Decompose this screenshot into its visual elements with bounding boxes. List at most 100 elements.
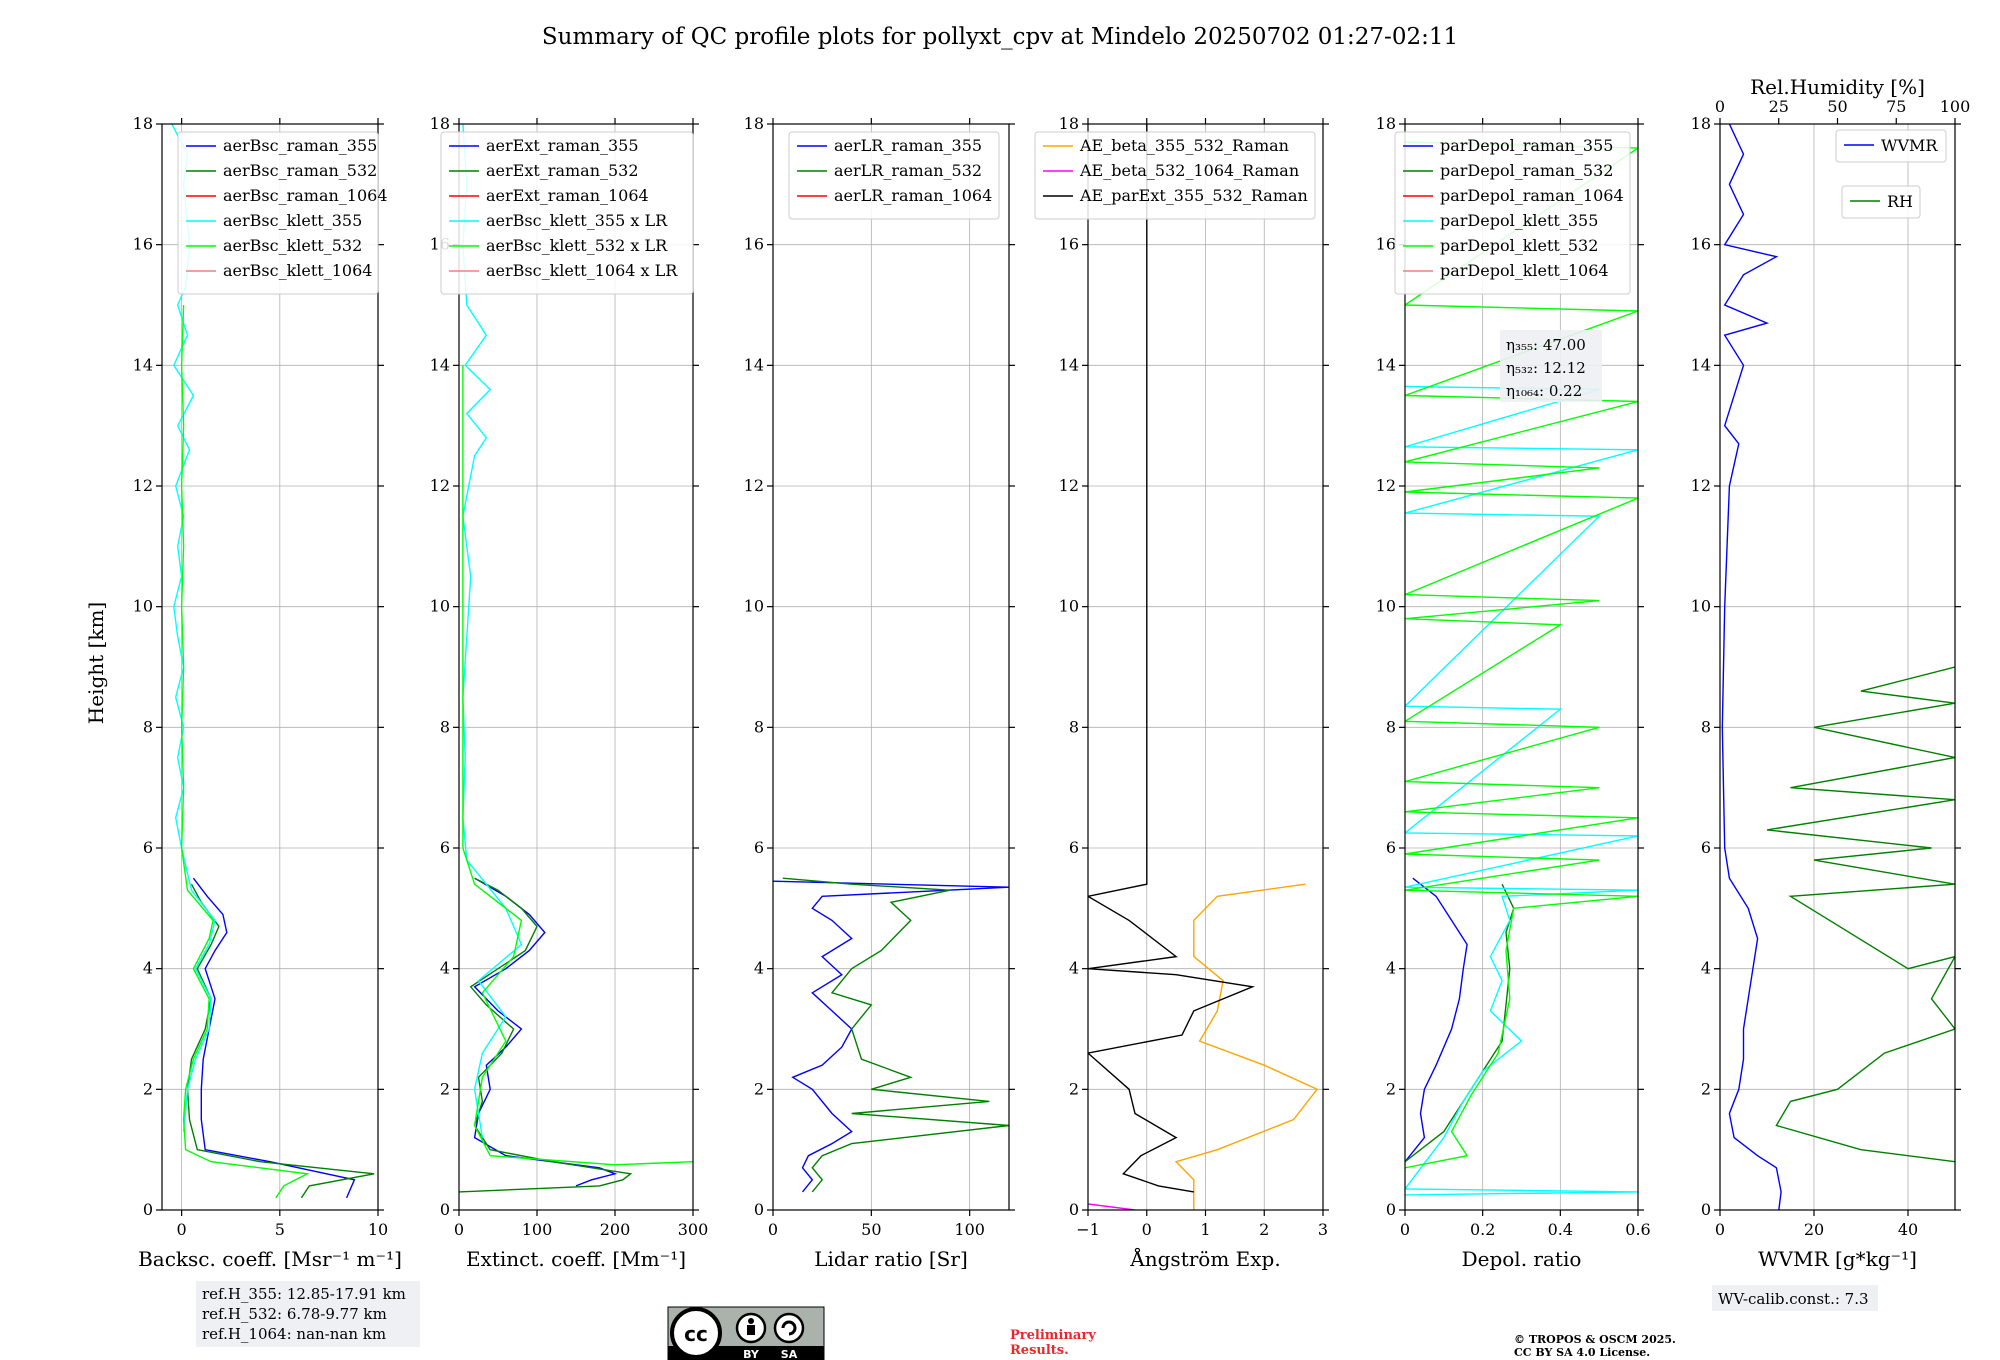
top-x-tick-label: 100: [1940, 97, 1971, 116]
axes-frame: [772, 123, 1010, 1211]
y-tick-label: 18: [430, 114, 450, 133]
y-tick-label: 18: [1691, 114, 1711, 133]
y-tick-label: 10: [1376, 597, 1396, 616]
y-tick-label: 12: [430, 476, 450, 495]
ref-height-1064: ref.H_1064: nan-nan km: [202, 1325, 386, 1343]
axes-frame: [161, 123, 379, 1211]
series-line-aerExt_raman_355: [473, 877, 618, 1187]
x-axis-label: Extinct. coeff. [Mm⁻¹]: [466, 1247, 686, 1271]
legend-box: [1394, 131, 1631, 295]
copyright-line1: © TROPOS & OSCM 2025.: [1514, 1333, 1676, 1346]
y-tick-label: 10: [744, 597, 764, 616]
y-tick-label: 4: [1701, 959, 1711, 978]
cc-icon: [670, 1307, 722, 1359]
x-tick-label: 20: [1804, 1220, 1824, 1239]
series-group: [1405, 141, 1638, 1196]
series-line-RH: [1766, 666, 1955, 1163]
series-line-parDepol_klett_355: [1405, 385, 1638, 1196]
y-tick-label: 10: [430, 597, 450, 616]
preliminary-note-line1: Preliminary: [1010, 1328, 1096, 1343]
y-tick-label: 12: [1059, 476, 1079, 495]
x-tick-label: 100: [522, 1220, 553, 1239]
legend-entry: aerBsc_klett_532 x LR: [486, 236, 668, 255]
x-tick-label: 0.2: [1470, 1220, 1495, 1239]
wv-calibration-bg: [1712, 1285, 1878, 1311]
x-axis-label: Depol. ratio: [1462, 1247, 1582, 1271]
y-tick-label: 2: [1069, 1079, 1079, 1098]
y-tick-label: 16: [744, 235, 764, 254]
wv-calibration-box: WV-calib.const.: 7.3: [1712, 1285, 1878, 1311]
x-tick-label: 0.4: [1548, 1220, 1573, 1239]
y-tick-label: 10: [1059, 597, 1079, 616]
preliminary-note-line2: Results.: [1010, 1343, 1069, 1358]
legend-entry: AE_beta_355_532_Raman: [1079, 136, 1289, 155]
x-axis-label: Backsc. coeff. [Msr⁻¹ m⁻¹]: [138, 1247, 402, 1271]
x-axis-label: Ångström Exp.: [1129, 1246, 1280, 1271]
series-line-parDepol_klett_532: [1405, 141, 1638, 1169]
ref-height-355: ref.H_355: 12.85-17.91 km: [202, 1285, 406, 1303]
series-line-aerExt_raman_532: [459, 877, 633, 1193]
legend-entry: parDepol_raman_532: [1440, 161, 1613, 180]
series-group: [773, 877, 1009, 1193]
series-line-aerBsc_raman_532: [186, 883, 375, 1199]
legend-box: [1034, 131, 1316, 220]
x-tick-label: 1: [1200, 1220, 1210, 1239]
eta-label-eta1064_label: η₁₀₆₄: 0.22: [1506, 382, 1582, 400]
depol-eta-annotation: η₃₅₅: 47.00 η₅₃₂: 12.12 η₁₀₆₄: 0.22: [1500, 330, 1602, 402]
y-tick-label: 2: [754, 1079, 764, 1098]
series-line-AE_parExt_355_532_Raman: [1088, 124, 1256, 1193]
y-tick-label: 8: [754, 717, 764, 736]
x-axis-label: WVMR [g*kg⁻¹]: [1758, 1247, 1917, 1271]
x-tick-label: 40: [1898, 1220, 1918, 1239]
axes-frame: [458, 123, 694, 1211]
y-tick-label: 16: [1059, 235, 1079, 254]
legend-entry: aerBsc_klett_355 x LR: [486, 211, 668, 230]
legend-entry: AE_parExt_355_532_Raman: [1079, 186, 1308, 205]
panel-bsc: 0 2 4 6 8 10 12 14 16 18 0 5 10 Backsc. coeff. [Msr⁻¹…: [133, 114, 402, 1271]
legend-box: [1835, 129, 1947, 163]
legend-ae: AE_beta_355_532_Raman AE_beta_532_1064_Ra…: [1034, 131, 1316, 220]
figure-title: Summary of QC profile plots for pollyxt_…: [542, 24, 1458, 50]
y-tick-label: 4: [440, 959, 450, 978]
top-x-tick-label: 75: [1886, 97, 1906, 116]
x-tick-label: 0: [177, 1220, 187, 1239]
eta-label-eta532_label: η₅₃₂: 12.12: [1506, 359, 1586, 377]
top-x-tick-label: 50: [1827, 97, 1847, 116]
series-line-aerLR_raman_355: [773, 880, 1009, 1193]
y-tick-label: 6: [1386, 838, 1396, 857]
y-tick-label: 12: [133, 476, 153, 495]
y-tick-label: 10: [133, 597, 153, 616]
y-tick-label: 0: [440, 1200, 450, 1219]
y-tick-label: 0: [1701, 1200, 1711, 1219]
series-line-aerBsc_klett_355 x LR: [462, 124, 523, 1138]
series-line-WVMR: [1721, 124, 1782, 1210]
y-tick-label: 18: [1376, 114, 1396, 133]
legend-entry: parDepol_klett_355: [1440, 211, 1598, 230]
y-tick-label: 8: [143, 717, 153, 736]
share-alike-icon: [773, 1312, 805, 1344]
legend-entry: aerBsc_klett_1064: [223, 261, 372, 280]
y-tick-label: 6: [1701, 838, 1711, 857]
legend-entry: parDepol_klett_532: [1440, 236, 1598, 255]
y-tick-label: 0: [754, 1200, 764, 1219]
legend-RH: RH: [1841, 185, 1921, 219]
legend-entry: RH: [1887, 192, 1913, 211]
y-tick-label: 0: [1386, 1200, 1396, 1219]
x-tick-label: 100: [954, 1220, 985, 1239]
legend-box: [177, 131, 379, 295]
legend-entry: AE_beta_532_1064_Raman: [1079, 161, 1299, 180]
y-tick-label: 16: [1691, 235, 1711, 254]
cc-license-badge: cc BY SA: [667, 1306, 825, 1360]
series-line-aerBsc_raman_355: [192, 877, 356, 1199]
legend-entry: aerBsc_klett_1064 x LR: [486, 261, 678, 280]
panel-depol: 0 2 4 6 8 10 12 14 16 18 0 0.2 0.4 0.6 Depol. ratio par…: [1376, 114, 1651, 1271]
x-tick-label: 0: [1715, 1220, 1725, 1239]
eta-box: [1500, 330, 1602, 402]
legend-depol: parDepol_raman_355 parDepol_raman_532 parD…: [1394, 131, 1631, 295]
by-label: BY: [743, 1348, 760, 1360]
y-tick-label: 6: [754, 838, 764, 857]
y-tick-label: 16: [1376, 235, 1396, 254]
